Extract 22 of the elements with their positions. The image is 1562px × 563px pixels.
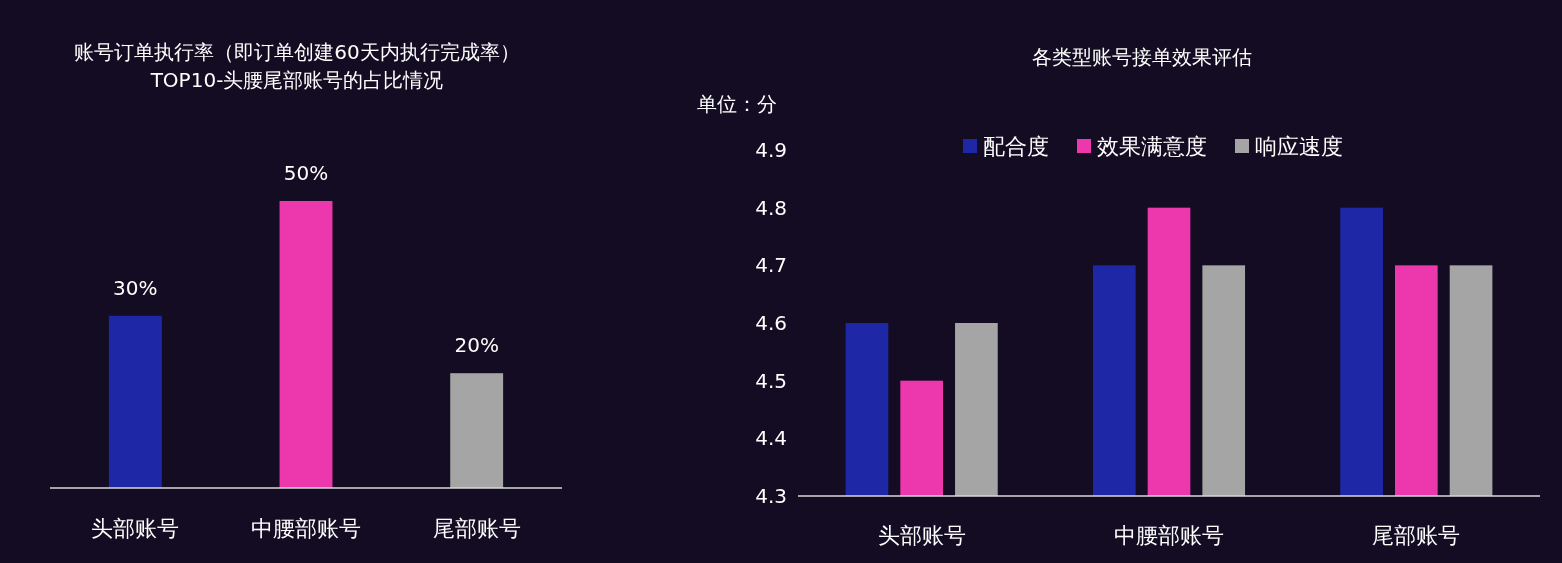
x-tick-label: 尾部账号 xyxy=(432,515,521,541)
chart-title: 各类型账号接单效果评估 xyxy=(1032,45,1252,69)
y-axis-title: 单位：分 xyxy=(697,92,777,116)
y-tick-label: 4.5 xyxy=(755,368,787,393)
data-label: 20% xyxy=(454,333,499,358)
legend-label: 配合度 xyxy=(983,133,1049,159)
x-tick-label: 头部账号 xyxy=(877,522,966,548)
legend-label: 响应速度 xyxy=(1255,133,1343,159)
data-label: 30% xyxy=(113,275,158,300)
y-tick-label: 4.3 xyxy=(755,484,787,508)
y-tick-label: 4.9 xyxy=(755,138,787,162)
y-tick-label: 4.8 xyxy=(755,195,787,220)
y-tick-label: 4.6 xyxy=(755,311,787,335)
chart-title: 账号订单执行率（即订单创建60天内执行完成率） TOP10-头腰尾部账号的占比情况 xyxy=(74,40,520,92)
y-tick-label: 4.4 xyxy=(755,426,787,451)
legend-label: 效果满意度 xyxy=(1097,133,1207,159)
x-tick-label: 中腰部账号 xyxy=(251,515,361,541)
x-tick-label: 尾部账号 xyxy=(1372,522,1461,548)
y-tick-label: 4.7 xyxy=(755,253,787,278)
x-tick-label: 头部账号 xyxy=(91,515,180,541)
x-tick-label: 中腰部账号 xyxy=(1114,522,1224,548)
data-label: 50% xyxy=(283,161,329,185)
